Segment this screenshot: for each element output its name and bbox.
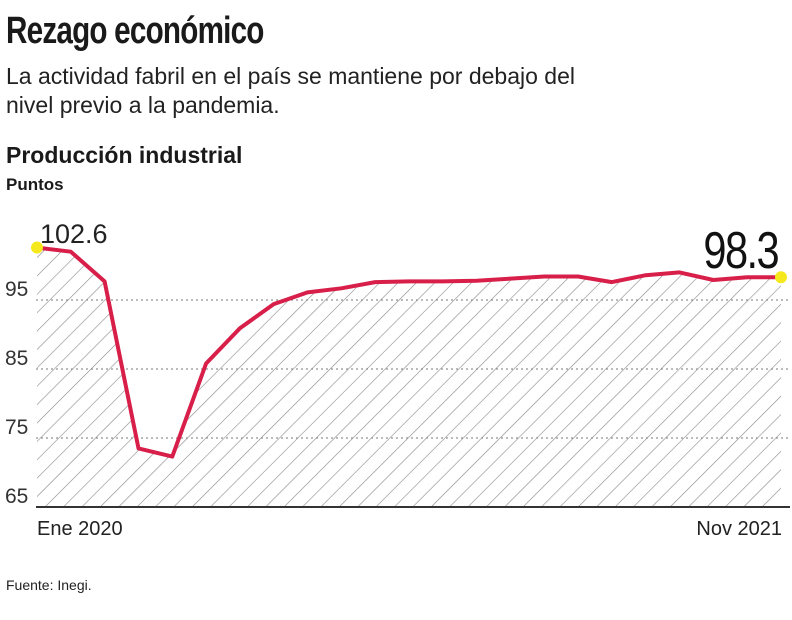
first-value-label: 102.6 (40, 219, 108, 249)
chart-title: Producción industrial (6, 142, 243, 168)
headline: Rezago económico (6, 10, 264, 52)
area-fill (37, 247, 781, 507)
subtitle: La actividad fabril en el país se mantie… (6, 63, 575, 118)
last-point-marker (775, 271, 787, 284)
first-point-marker (31, 241, 43, 254)
y-tick-label: 65 (5, 485, 28, 508)
source-note: Fuente: Inegi. (6, 577, 92, 593)
y-axis-unit: Puntos (6, 175, 64, 194)
y-tick-label: 85 (5, 347, 28, 370)
series-line (36, 245, 781, 459)
x-label-end: Nov 2021 (696, 518, 782, 540)
y-tick-label: 75 (5, 416, 28, 439)
last-value-label: 98.3 (703, 221, 778, 280)
x-label-start: Ene 2020 (37, 518, 123, 540)
y-tick-label: 95 (5, 278, 28, 301)
